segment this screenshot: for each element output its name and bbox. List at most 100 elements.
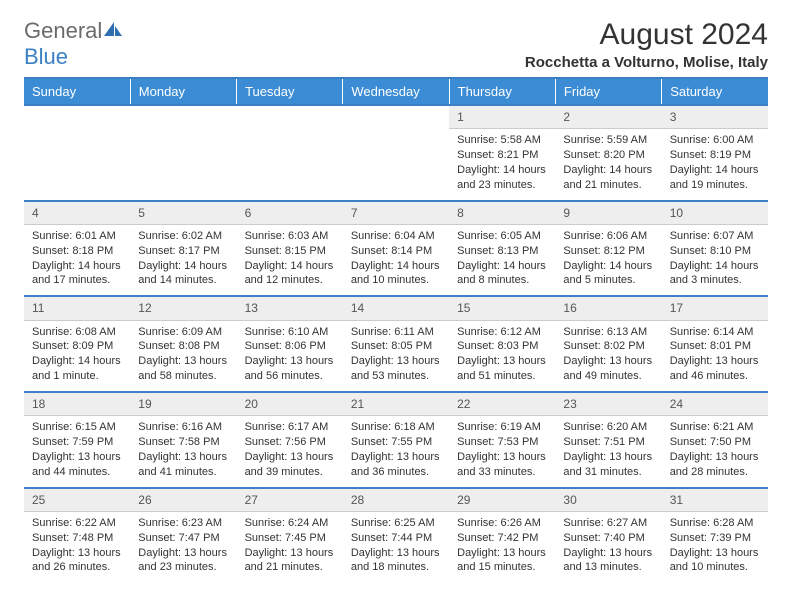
weekday-header: Wednesday bbox=[343, 78, 449, 105]
logo: General Blue bbox=[24, 18, 124, 70]
daylight-text: Daylight: 14 hours and 21 minutes. bbox=[563, 163, 653, 193]
sunrise-text: Sunrise: 5:59 AM bbox=[563, 133, 653, 148]
calendar-table: Sunday Monday Tuesday Wednesday Thursday… bbox=[24, 77, 768, 583]
sunrise-text: Sunrise: 6:19 AM bbox=[457, 420, 547, 435]
day-number-cell: 9 bbox=[555, 201, 661, 225]
day-content-cell: Sunrise: 6:06 AMSunset: 8:12 PMDaylight:… bbox=[555, 224, 661, 296]
day-number-cell: 23 bbox=[555, 392, 661, 416]
sunset-text: Sunset: 8:13 PM bbox=[457, 244, 547, 259]
daylight-text: Daylight: 13 hours and 18 minutes. bbox=[351, 546, 441, 576]
day-number-cell bbox=[237, 105, 343, 129]
day-number-cell: 26 bbox=[130, 488, 236, 512]
sunrise-text: Sunrise: 6:20 AM bbox=[563, 420, 653, 435]
day-content-cell: Sunrise: 6:01 AMSunset: 8:18 PMDaylight:… bbox=[24, 224, 130, 296]
day-number-cell bbox=[130, 105, 236, 129]
day-content-cell: Sunrise: 6:16 AMSunset: 7:58 PMDaylight:… bbox=[130, 416, 236, 488]
day-content-cell: Sunrise: 6:07 AMSunset: 8:10 PMDaylight:… bbox=[662, 224, 768, 296]
daylight-text: Daylight: 13 hours and 26 minutes. bbox=[32, 546, 122, 576]
daylight-text: Daylight: 13 hours and 39 minutes. bbox=[245, 450, 335, 480]
daylight-text: Daylight: 14 hours and 23 minutes. bbox=[457, 163, 547, 193]
daylight-text: Daylight: 14 hours and 17 minutes. bbox=[32, 259, 122, 289]
day-number-cell: 27 bbox=[237, 488, 343, 512]
day-number-cell bbox=[24, 105, 130, 129]
day-content-cell: Sunrise: 6:10 AMSunset: 8:06 PMDaylight:… bbox=[237, 320, 343, 392]
day-number-cell: 30 bbox=[555, 488, 661, 512]
sunrise-text: Sunrise: 6:12 AM bbox=[457, 325, 547, 340]
day-content-cell bbox=[24, 129, 130, 201]
daylight-text: Daylight: 14 hours and 12 minutes. bbox=[245, 259, 335, 289]
sunrise-text: Sunrise: 6:14 AM bbox=[670, 325, 760, 340]
sunrise-text: Sunrise: 6:00 AM bbox=[670, 133, 760, 148]
daylight-text: Daylight: 13 hours and 15 minutes. bbox=[457, 546, 547, 576]
day-content-cell: Sunrise: 6:13 AMSunset: 8:02 PMDaylight:… bbox=[555, 320, 661, 392]
daylight-text: Daylight: 14 hours and 5 minutes. bbox=[563, 259, 653, 289]
day-content-cell: Sunrise: 6:12 AMSunset: 8:03 PMDaylight:… bbox=[449, 320, 555, 392]
sunset-text: Sunset: 7:47 PM bbox=[138, 531, 228, 546]
day-number-cell: 18 bbox=[24, 392, 130, 416]
day-content-cell: Sunrise: 6:27 AMSunset: 7:40 PMDaylight:… bbox=[555, 511, 661, 583]
sunset-text: Sunset: 8:02 PM bbox=[563, 339, 653, 354]
day-number-cell: 3 bbox=[662, 105, 768, 129]
day-number-cell: 10 bbox=[662, 201, 768, 225]
day-content-row: Sunrise: 6:08 AMSunset: 8:09 PM Daylight:… bbox=[24, 320, 768, 392]
daylight-text: Daylight: 13 hours and 44 minutes. bbox=[32, 450, 122, 480]
daylight-text: Daylight: 14 hours and 3 minutes. bbox=[670, 259, 760, 289]
logo-blue: Blue bbox=[24, 44, 68, 69]
location-subtitle: Rocchetta a Volturno, Molise, Italy bbox=[525, 54, 768, 71]
sunset-text: Sunset: 7:51 PM bbox=[563, 435, 653, 450]
day-content-cell: Sunrise: 6:24 AMSunset: 7:45 PMDaylight:… bbox=[237, 511, 343, 583]
day-content-cell bbox=[237, 129, 343, 201]
daylight-text: Daylight: 13 hours and 28 minutes. bbox=[670, 450, 760, 480]
sunrise-text: Sunrise: 6:07 AM bbox=[670, 229, 760, 244]
sunset-text: Sunset: 8:08 PM bbox=[138, 339, 228, 354]
sunrise-text: Sunrise: 6:02 AM bbox=[138, 229, 228, 244]
sunrise-text: Sunrise: 6:03 AM bbox=[245, 229, 335, 244]
daylight-text: Daylight: 13 hours and 56 minutes. bbox=[245, 354, 335, 384]
day-number-cell: 20 bbox=[237, 392, 343, 416]
sunrise-text: Sunrise: 6:28 AM bbox=[670, 516, 760, 531]
day-content-cell: Sunrise: 6:23 AMSunset: 7:47 PMDaylight:… bbox=[130, 511, 236, 583]
day-content-cell: Sunrise: 6:14 AMSunset: 8:01 PMDaylight:… bbox=[662, 320, 768, 392]
daylight-text: Daylight: 13 hours and 49 minutes. bbox=[563, 354, 653, 384]
sunset-text: Sunset: 8:09 PM bbox=[32, 339, 122, 354]
day-number-cell: 7 bbox=[343, 201, 449, 225]
day-content-cell: Sunrise: 6:03 AMSunset: 8:15 PMDaylight:… bbox=[237, 224, 343, 296]
day-content-cell bbox=[130, 129, 236, 201]
daylight-text: Daylight: 13 hours and 31 minutes. bbox=[563, 450, 653, 480]
sunrise-text: Sunrise: 6:23 AM bbox=[138, 516, 228, 531]
weekday-header-row: Sunday Monday Tuesday Wednesday Thursday… bbox=[24, 78, 768, 105]
day-number-cell: 17 bbox=[662, 296, 768, 320]
sunset-text: Sunset: 7:53 PM bbox=[457, 435, 547, 450]
daylight-text: Daylight: 13 hours and 46 minutes. bbox=[670, 354, 760, 384]
sunrise-text: Sunrise: 6:08 AM bbox=[32, 325, 122, 340]
daylight-text: Daylight: 14 hours and 8 minutes. bbox=[457, 259, 547, 289]
day-number-cell: 19 bbox=[130, 392, 236, 416]
sunrise-text: Sunrise: 6:10 AM bbox=[245, 325, 335, 340]
daylight-text: Daylight: 14 hours and 19 minutes. bbox=[670, 163, 760, 193]
sunrise-text: Sunrise: 6:06 AM bbox=[563, 229, 653, 244]
sunset-text: Sunset: 8:03 PM bbox=[457, 339, 547, 354]
sunrise-text: Sunrise: 6:25 AM bbox=[351, 516, 441, 531]
day-content-cell: Sunrise: 6:17 AMSunset: 7:56 PMDaylight:… bbox=[237, 416, 343, 488]
day-number-cell: 4 bbox=[24, 201, 130, 225]
day-content-cell: Sunrise: 6:20 AMSunset: 7:51 PMDaylight:… bbox=[555, 416, 661, 488]
sunset-text: Sunset: 7:42 PM bbox=[457, 531, 547, 546]
header: General Blue August 2024 Rocchetta a Vol… bbox=[24, 18, 768, 71]
daylight-text: Daylight: 13 hours and 23 minutes. bbox=[138, 546, 228, 576]
day-number-cell: 11 bbox=[24, 296, 130, 320]
day-number-cell: 12 bbox=[130, 296, 236, 320]
day-content-cell: Sunrise: 6:02 AMSunset: 8:17 PMDaylight:… bbox=[130, 224, 236, 296]
sunset-text: Sunset: 8:01 PM bbox=[670, 339, 760, 354]
sunrise-text: Sunrise: 6:11 AM bbox=[351, 325, 441, 340]
day-number-cell: 29 bbox=[449, 488, 555, 512]
day-content-cell: Sunrise: 5:59 AMSunset: 8:20 PMDaylight:… bbox=[555, 129, 661, 201]
day-number-cell: 25 bbox=[24, 488, 130, 512]
daylight-text: Daylight: 13 hours and 51 minutes. bbox=[457, 354, 547, 384]
sunrise-text: Sunrise: 6:01 AM bbox=[32, 229, 122, 244]
day-content-cell: Sunrise: 6:21 AMSunset: 7:50 PMDaylight:… bbox=[662, 416, 768, 488]
sunset-text: Sunset: 7:59 PM bbox=[32, 435, 122, 450]
daylight-text: Daylight: 13 hours and 13 minutes. bbox=[563, 546, 653, 576]
day-number-cell: 13 bbox=[237, 296, 343, 320]
weekday-header: Monday bbox=[130, 78, 236, 105]
day-number-cell: 31 bbox=[662, 488, 768, 512]
